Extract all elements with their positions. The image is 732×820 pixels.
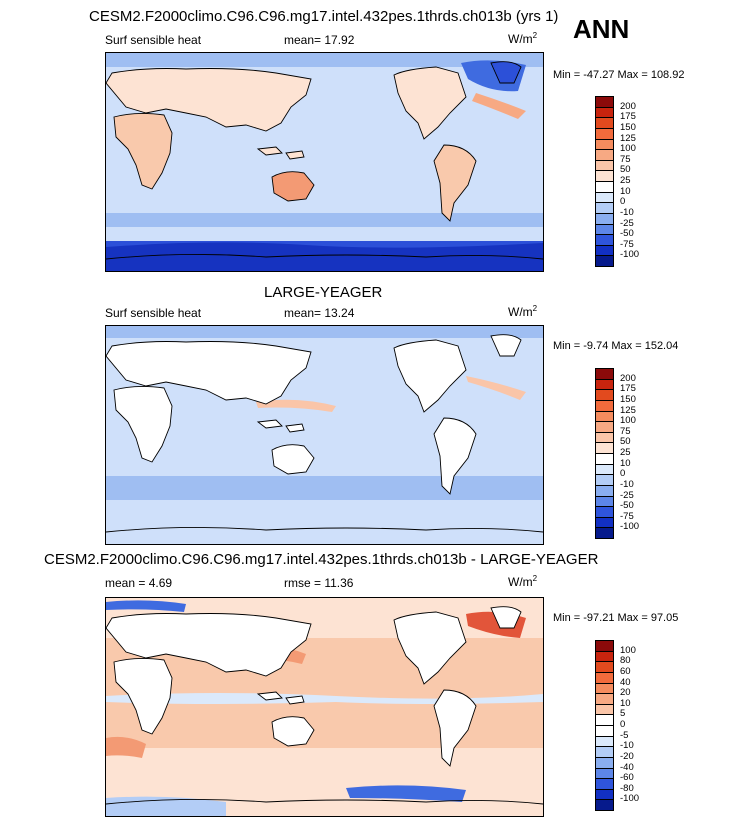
colorbar-label: 5 [620,708,626,720]
colorbar-label: 0 [620,196,626,208]
colorbar-label: -80 [620,782,634,794]
colorbar-label: 125 [620,132,636,144]
gulf-stream-warm-region [472,93,526,119]
colorbar-label: -10 [620,206,634,218]
greenland [490,61,522,84]
colorbar-label: 75 [620,153,631,165]
panel-1-map [105,52,544,272]
south-america [433,689,477,767]
eurasia [106,68,312,132]
colorbar-label: 20 [620,687,631,699]
australia [271,444,315,475]
equatorial-negative-band [106,693,543,704]
greenland [490,334,522,357]
colorbar-label: 150 [620,393,636,405]
north-america [393,339,467,413]
panel-3-rmse-label: rmse = 11.36 [284,576,354,590]
colorbar-label: 25 [620,175,631,186]
colorbar-label: -100 [620,793,640,805]
colorbar-label: 150 [620,121,636,133]
colorbar-label: -10 [620,740,634,752]
colorbar-label: 40 [620,676,631,688]
colorbar-label: 60 [620,665,631,677]
colorbar-label: 10 [620,185,631,197]
colorbar-label: -5 [620,729,629,741]
panel-1-minmax: Min = -47.27 Max = 108.92 [553,69,685,81]
colorbar-label: 80 [620,655,631,667]
colorbar-label: -50 [620,228,634,240]
colorbar-label: 25 [620,447,631,458]
panel-3-colorbar [595,640,614,811]
colorbar-box [595,799,614,811]
panel-2-minmax: Min = -9.74 Max = 152.04 [553,340,679,352]
panel-3-colorbar-labels: 100 80 60 40 20 10 5 0 -5 -10 -20 -40 -60 -80 -100 [620,640,660,810]
panel-1-title: CESM2.F2000climo.C96.C96.mg17.intel.432p… [89,8,559,25]
panel-3-minmax: Min = -97.21 Max = 97.05 [553,612,679,624]
greenland [490,606,522,629]
panel-2-mean-label: mean= 13.24 [284,306,355,320]
southern-ocean-band [106,213,543,227]
panel-2-variable-label: Surf sensible heat [105,306,202,320]
colorbar-label: -20 [620,750,634,762]
colorbar-label: 100 [620,415,636,427]
australia [271,716,315,747]
eurasia [106,341,312,405]
kuroshio-warm-region [256,399,336,412]
colorbar-label: -25 [620,489,634,501]
panel-2-units: W/m2 [508,304,538,319]
panel-1-mean-label: mean= 17.92 [284,33,355,47]
colorbar-label: -100 [620,521,640,533]
colorbar-label: -60 [620,772,634,784]
colorbar-label: 0 [620,468,626,480]
colorbar-label: 100 [620,644,636,656]
colorbar-label: 10 [620,457,631,469]
panel-2-colorbar [595,368,614,539]
colorbar-label: -100 [620,249,640,261]
panel-1-colorbar [595,96,614,267]
colorbar-label: 10 [620,697,631,709]
north-america [393,611,467,685]
north-america [393,66,467,140]
gulf-stream-warm-region [466,376,526,400]
colorbar-label: 0 [620,719,626,730]
panel-3-map [105,597,544,817]
colorbar-label: -75 [620,510,634,522]
colorbar-label: 75 [620,425,631,437]
panel-2-title: LARGE-YEAGER [264,284,383,301]
panel-2-colorbar-labels: 200 175 150 125 100 75 50 25 10 0 -10 -25 -50 -75 -100 [620,368,660,538]
panel-1-colorbar-labels: 200 175 150 125 100 75 50 25 10 0 -10 -25 -50 -75 -100 [620,96,660,266]
colorbar-label: 175 [620,111,636,123]
africa [113,657,173,735]
colorbar-label: -50 [620,500,634,512]
colorbar-label: 100 [620,143,636,155]
south-america [433,417,477,495]
colorbar-label: 125 [620,404,636,416]
colorbar-box [595,527,614,539]
australia [271,171,315,202]
season-label: ANN [573,14,630,44]
colorbar-label: -40 [620,761,634,773]
colorbar-label: -10 [620,478,634,490]
colorbar-label: 175 [620,383,636,395]
colorbar-label: 50 [620,164,631,176]
weddell-sea-negative-region [346,785,466,802]
eurasia [106,613,312,677]
panel-1-variable-label: Surf sensible heat [105,33,202,47]
panel-3-units: W/m2 [508,574,538,589]
south-america [433,144,477,222]
colorbar-label: 200 [620,100,636,112]
africa [113,112,173,190]
panel-3-title: CESM2.F2000climo.C96.C96.mg17.intel.432p… [44,551,599,568]
colorbar-label: 50 [620,436,631,448]
africa [113,385,173,463]
colorbar-box [595,255,614,267]
colorbar-label: -25 [620,217,634,229]
panel-1-units: W/m2 [508,31,538,46]
colorbar-label: 200 [620,372,636,384]
panel-2-map [105,325,544,545]
panel-3-mean-label: mean = 4.69 [105,576,173,590]
colorbar-label: -75 [620,238,634,250]
